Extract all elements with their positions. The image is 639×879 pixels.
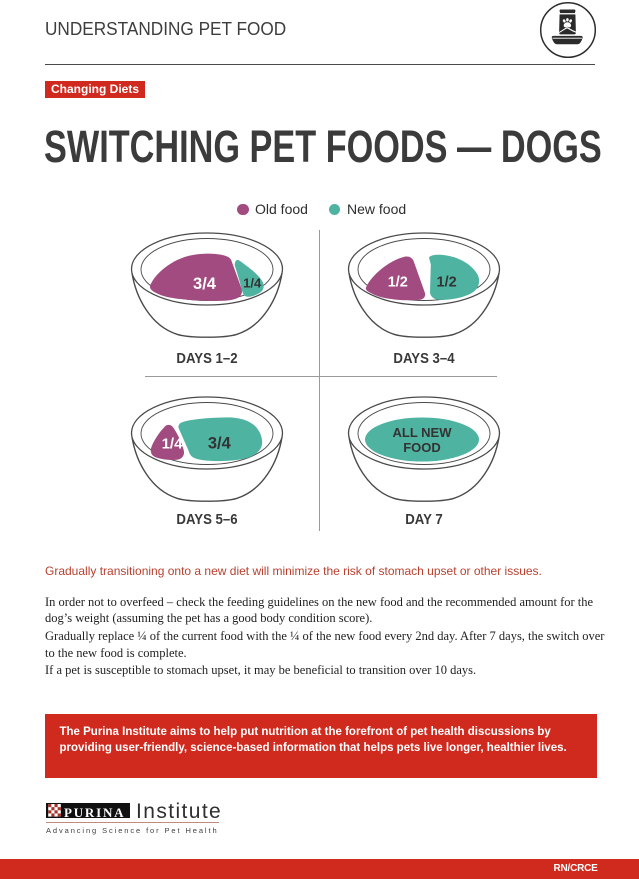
svg-text:1/4: 1/4 [243, 275, 262, 290]
svg-text:3/4: 3/4 [193, 275, 217, 293]
svg-text:1/2: 1/2 [388, 274, 408, 290]
svg-text:3/4: 3/4 [208, 434, 232, 452]
svg-text:ALL NEW: ALL NEW [393, 425, 453, 440]
svg-text:1/2: 1/2 [437, 274, 457, 290]
svg-text:1/4: 1/4 [162, 435, 184, 452]
svg-text:FOOD: FOOD [403, 440, 441, 455]
